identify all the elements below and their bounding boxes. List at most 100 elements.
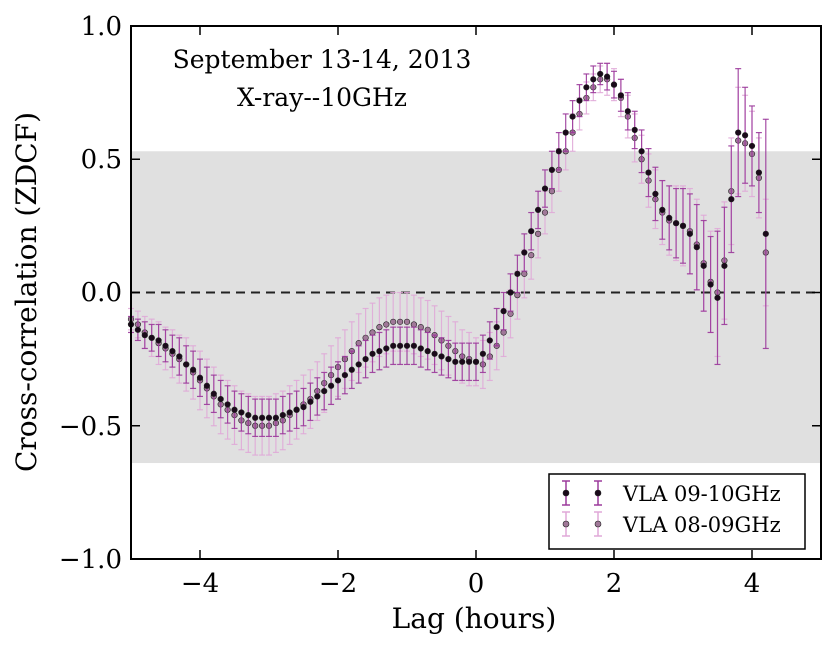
data-point <box>341 372 349 379</box>
data-point <box>700 262 707 269</box>
data-point <box>369 329 376 336</box>
data-point <box>714 294 721 301</box>
data-point <box>196 374 204 381</box>
data-point <box>410 321 418 328</box>
x-tick-label: 2 <box>606 569 623 599</box>
data-point <box>362 334 369 341</box>
data-point <box>300 403 307 411</box>
data-point <box>659 206 666 213</box>
data-point <box>176 353 183 360</box>
x-tick-labels: −4 −2 0 2 4 <box>181 569 760 599</box>
data-point <box>534 206 542 213</box>
legend-symbol-series2 <box>562 511 602 537</box>
data-point <box>548 166 556 174</box>
data-point <box>203 382 210 389</box>
x-tick-label: −4 <box>181 569 219 599</box>
data-point <box>328 382 335 389</box>
data-point <box>610 81 618 88</box>
y-tick-label: 0.5 <box>81 145 122 175</box>
data-point <box>376 324 383 331</box>
data-point <box>472 358 480 365</box>
data-point <box>528 228 535 235</box>
y-tick-label: 0.0 <box>81 278 122 308</box>
data-point <box>438 353 445 360</box>
data-point <box>445 356 452 363</box>
data-point <box>148 334 155 341</box>
data-point <box>321 388 328 395</box>
data-point <box>424 348 431 355</box>
data-point <box>762 230 769 237</box>
data-point <box>397 318 404 325</box>
data-point <box>562 129 569 136</box>
data-point <box>528 252 535 259</box>
data-point <box>155 337 162 344</box>
data-point <box>507 310 514 317</box>
data-point <box>279 411 286 419</box>
data-point <box>376 348 383 355</box>
shaded-significance-band <box>131 151 821 464</box>
data-point <box>314 393 321 400</box>
data-point <box>245 411 252 419</box>
axis-ticks <box>131 25 821 560</box>
data-point <box>424 326 431 333</box>
data-point <box>348 366 355 373</box>
data-point <box>293 406 300 413</box>
data-point <box>493 324 500 331</box>
data-point <box>390 342 397 349</box>
data-point <box>383 345 390 352</box>
data-point <box>479 350 487 357</box>
data-point <box>286 409 293 416</box>
data-point <box>224 401 231 408</box>
x-tick-label: 4 <box>744 569 761 599</box>
data-point <box>590 76 597 83</box>
data-point <box>672 220 680 227</box>
data-point <box>735 129 742 136</box>
data-point <box>134 326 141 333</box>
series-layer <box>127 62 769 456</box>
data-point <box>728 196 735 203</box>
data-point <box>597 70 604 78</box>
data-point <box>514 292 521 299</box>
legend-label-series2: VLA 08-09GHz <box>622 513 781 537</box>
data-point <box>521 270 528 277</box>
data-point <box>583 84 590 91</box>
x-tick-label: 0 <box>468 569 485 599</box>
data-point <box>238 409 245 416</box>
y-tick-labels: −1.0 −0.5 0.0 0.5 1.0 <box>59 12 122 575</box>
data-point <box>417 324 424 331</box>
data-point <box>555 148 562 155</box>
data-point <box>603 73 611 80</box>
data-point <box>307 398 314 405</box>
data-point <box>210 390 217 397</box>
data-point <box>141 332 148 339</box>
legend-point <box>562 520 570 528</box>
y-axis-label: Cross-correlation (ZDCF) <box>10 112 43 472</box>
annotation-bands: X-ray--10GHz <box>237 83 407 112</box>
data-point <box>183 361 190 368</box>
data-point <box>521 249 528 256</box>
data-point <box>265 414 273 421</box>
data-point <box>686 230 694 237</box>
data-point <box>459 358 466 365</box>
legend: VLA 09-10GHz VLA 08-09GHz <box>548 473 806 550</box>
data-point <box>162 342 169 349</box>
data-point <box>259 414 266 421</box>
data-point <box>721 262 728 269</box>
plot-area <box>127 25 822 560</box>
data-point <box>452 358 459 365</box>
data-point <box>486 337 493 344</box>
data-point <box>403 342 411 349</box>
legend-symbol-series1 <box>562 480 602 506</box>
legend-label-series1: VLA 09-10GHz <box>622 482 781 506</box>
data-point <box>707 281 714 288</box>
data-point <box>397 342 404 349</box>
legend-point <box>562 489 570 497</box>
data-point <box>638 148 645 155</box>
data-point <box>417 345 424 352</box>
data-point <box>500 308 507 315</box>
data-point <box>693 244 700 251</box>
data-point <box>631 126 638 134</box>
data-point <box>645 169 652 176</box>
data-point <box>410 342 418 349</box>
data-point <box>741 132 749 139</box>
